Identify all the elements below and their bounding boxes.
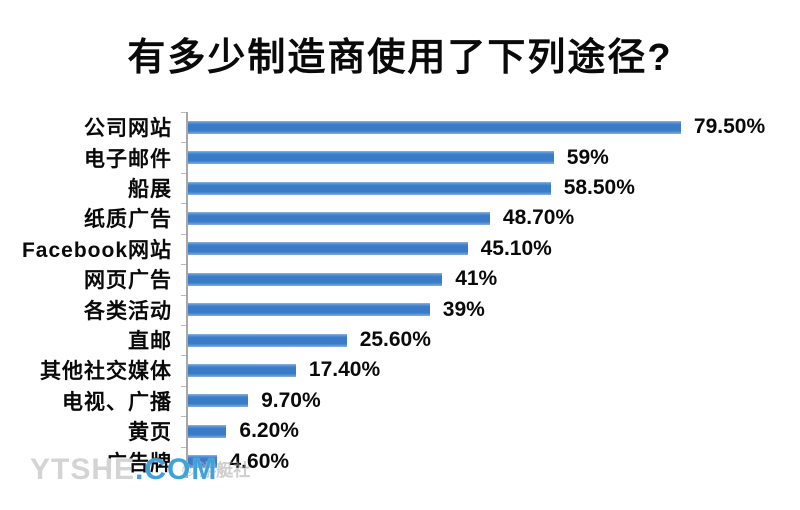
value-label: 17.40%	[308, 358, 381, 382]
bar	[188, 120, 681, 134]
axis-tick	[181, 324, 186, 326]
axis-tick	[181, 233, 186, 235]
watermark-credit: © 游艇社	[182, 461, 251, 480]
bar	[188, 303, 430, 317]
watermark-site-gray: YTSHE	[30, 453, 136, 486]
category-label: 网页广告	[84, 269, 172, 293]
bar	[188, 211, 490, 225]
axis-tick	[181, 446, 186, 448]
watermark-site: YTSHE.COM	[30, 453, 217, 487]
chart-row: 船展 58.50%	[0, 173, 800, 203]
chart-row: 黄页 6.20%	[0, 416, 800, 446]
bar-track: 4.60%	[188, 450, 800, 474]
category-label: 黄页	[128, 421, 172, 445]
axis-tick	[181, 416, 186, 418]
bar	[188, 151, 554, 165]
axis-tick	[181, 142, 186, 144]
category-label: 直邮	[128, 330, 172, 354]
axis-tick	[181, 294, 186, 296]
category-label: 公司网站	[84, 117, 172, 141]
bar-track: 25.60%	[188, 328, 800, 352]
category-label: 广告牌	[106, 451, 172, 475]
axis-tick	[181, 264, 186, 266]
chart-row: 公司网站 79.50%	[0, 112, 800, 142]
category-axis-line	[181, 112, 188, 478]
value-label: 4.60%	[229, 449, 290, 473]
axis-tick	[181, 172, 186, 174]
value-label: 59%	[566, 145, 609, 169]
category-label: 纸质广告	[84, 208, 172, 232]
bar-track: 41%	[188, 267, 800, 291]
axis-tick	[181, 203, 186, 205]
value-label: 39%	[442, 297, 485, 321]
chart-row: 广告牌 4.60%	[0, 446, 800, 476]
bar-track: 39%	[188, 298, 800, 322]
category-label: 电视、广播	[62, 390, 172, 414]
category-label: 其他社交媒体	[40, 360, 172, 384]
bar-track: 58.50%	[188, 176, 800, 200]
bar-track: 45.10%	[188, 237, 800, 261]
bar-track: 17.40%	[188, 358, 800, 382]
axis-tick	[181, 355, 186, 357]
chart-row: 直邮 25.60%	[0, 325, 800, 355]
bar-rows: 公司网站 79.50% 电子邮件 59% 船展 58.50% 纸质广告 48.70% Faceb…	[0, 112, 800, 477]
bar-track: 9.70%	[188, 389, 800, 413]
bar-track: 48.70%	[188, 206, 800, 230]
bar	[188, 455, 217, 469]
value-label: 9.70%	[261, 388, 321, 412]
value-label: 48.70%	[502, 206, 575, 230]
bar-track: 6.20%	[188, 419, 800, 443]
watermark-site-blue: .COM	[135, 453, 218, 486]
chart-row: 网页广告 41%	[0, 264, 800, 294]
value-label: 58.50%	[563, 176, 635, 200]
axis-tick	[181, 385, 186, 387]
chart-row: Facebook网站 45.10%	[0, 234, 800, 264]
bar-track: 59%	[188, 146, 800, 170]
bar	[188, 242, 468, 256]
value-label: 6.20%	[239, 419, 299, 443]
bar	[188, 424, 227, 438]
category-label: 各类活动	[84, 299, 172, 323]
bar-chart: 公司网站 79.50% 电子邮件 59% 船展 58.50% 纸质广告 48.70% Faceb…	[0, 112, 800, 478]
value-label: 45.10%	[480, 236, 552, 260]
category-label: 电子邮件	[84, 147, 172, 171]
bar	[188, 333, 347, 347]
chart-row: 其他社交媒体 17.40%	[0, 355, 800, 385]
bar-track: 79.50%	[188, 115, 800, 139]
value-label: 41%	[455, 267, 498, 291]
chart-row: 各类活动 39%	[0, 294, 800, 324]
chart-row: 纸质广告 48.70%	[0, 203, 800, 233]
category-label: 船展	[128, 178, 172, 202]
axis-tick	[181, 477, 186, 478]
axis-tick	[181, 112, 186, 113]
bar	[188, 363, 296, 377]
category-label: Facebook网站	[21, 238, 172, 262]
chart-row: 电子邮件 59%	[0, 142, 800, 172]
value-label: 79.50%	[693, 115, 766, 139]
value-label: 25.60%	[359, 328, 431, 352]
bar	[188, 181, 551, 195]
bar	[188, 394, 249, 408]
bar	[188, 272, 443, 286]
chart-title: 有多少制造商使用了下列途径?	[127, 37, 673, 79]
chart-row: 电视、广播 9.70%	[0, 386, 800, 416]
